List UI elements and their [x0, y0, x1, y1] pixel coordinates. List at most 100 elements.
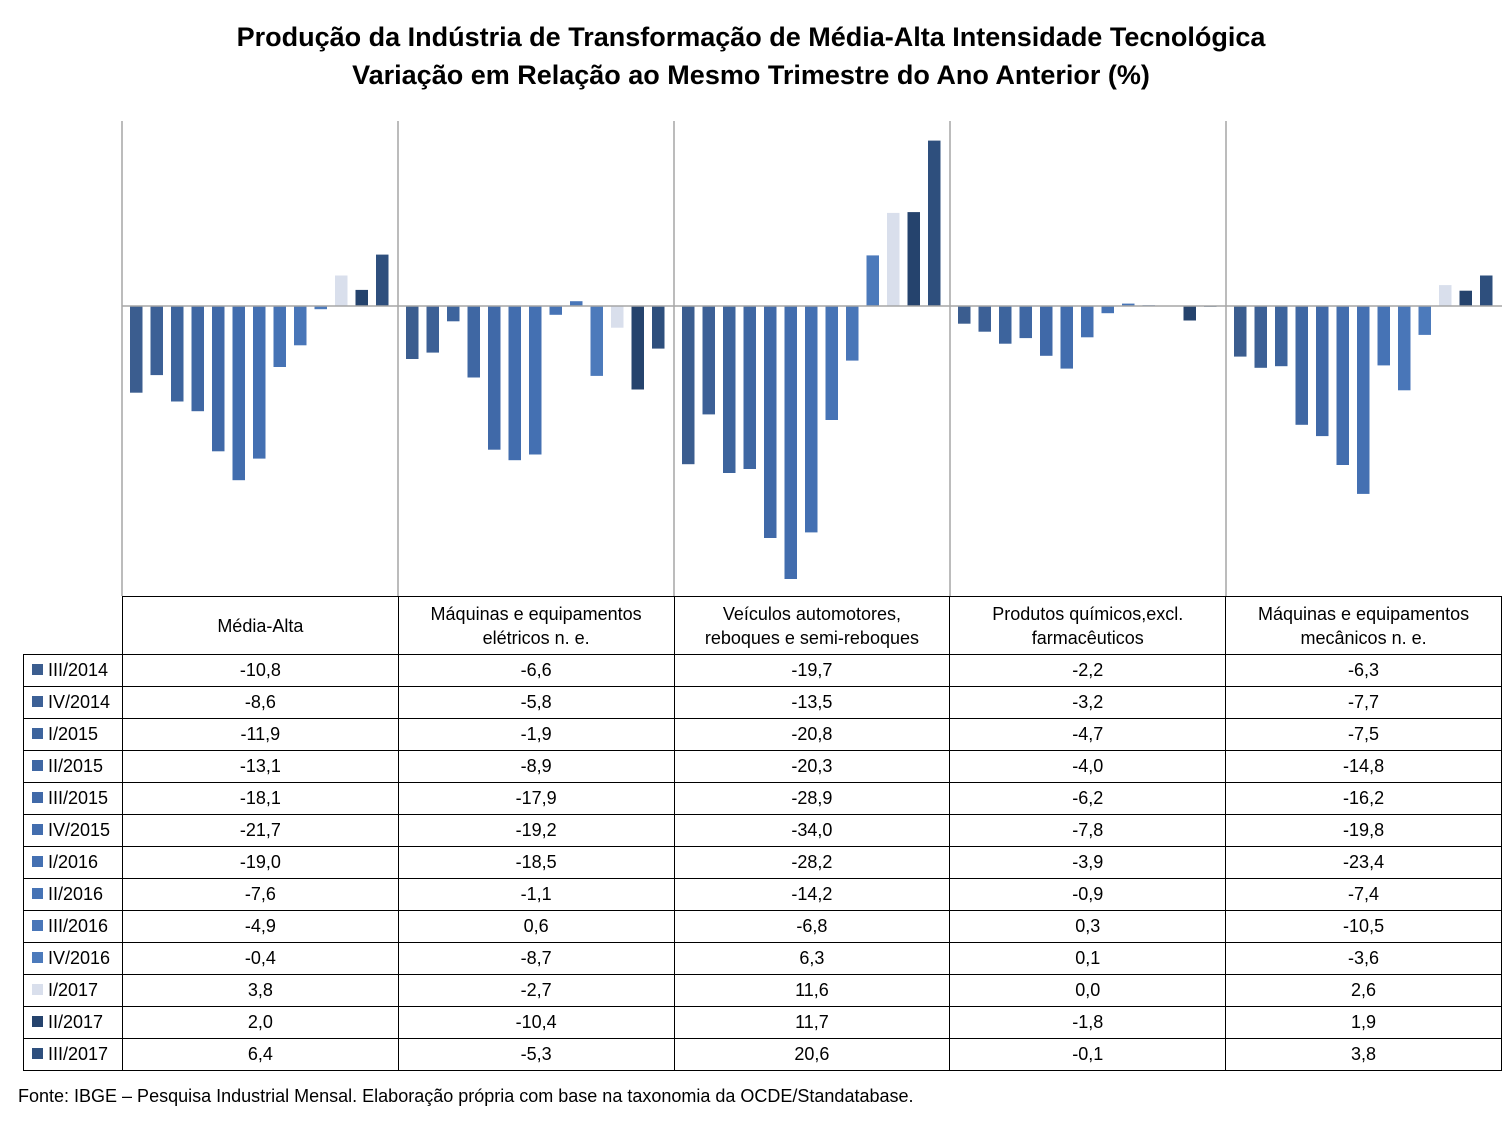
data-label: 11,7 — [673, 1006, 951, 1039]
legend-swatch — [32, 727, 43, 739]
legend-label: III/2015 — [48, 788, 109, 808]
data-label: -6,6 — [397, 654, 675, 687]
data-label: -7,8 — [949, 814, 1227, 847]
data-label: 2,0 — [121, 1006, 399, 1039]
table-row: II/2017 2,0 -10,4 11,7 -1,8 1,9 — [23, 1006, 1502, 1039]
bar-i-2015-cat-4 — [999, 306, 1012, 344]
data-label: -20,8 — [673, 718, 951, 751]
legend-swatch — [32, 919, 43, 931]
data-label: 0,6 — [397, 910, 675, 943]
bar-iii-2014-cat-2 — [406, 306, 419, 359]
data-label: -19,7 — [673, 654, 951, 687]
data-label: 1,9 — [1225, 1006, 1502, 1039]
data-label: 2,6 — [1225, 974, 1502, 1007]
legend-label: II/2016 — [48, 884, 104, 904]
bar-iii-2015-cat-1 — [212, 306, 225, 452]
bar-iv-2014-cat-2 — [426, 306, 439, 353]
legend-entry: IV/2014 — [23, 686, 123, 719]
bar-i-2017-cat-1 — [335, 275, 348, 306]
data-table: Média-Alta Máquinas e equipamentos elétric… — [23, 596, 1502, 1071]
data-label: -1,1 — [397, 878, 675, 911]
table-row: III/2016 -4,9 0,6 -6,8 0,3 -10,5 — [23, 910, 1502, 943]
data-label: -0,1 — [949, 1038, 1227, 1071]
legend-entry: III/2014 — [23, 654, 123, 687]
bar-iv-2015-cat-5 — [1336, 306, 1349, 465]
data-label: -5,8 — [397, 686, 675, 719]
data-label: -20,3 — [673, 750, 951, 783]
legend-label: IV/2016 — [48, 948, 111, 968]
category-header-line-2: elétricos n. e. — [482, 627, 590, 648]
bar-i-2016-cat-4 — [1081, 306, 1094, 338]
category-header-1: Média-Alta — [121, 596, 399, 655]
chart-title: Produção da Indústria de Transformação d… — [0, 18, 1502, 94]
category-header-line-1: Veículos automotores, — [722, 603, 901, 624]
legend-swatch — [32, 951, 43, 963]
bar-iv-2015-cat-4 — [1060, 306, 1073, 369]
data-label: -8,7 — [397, 942, 675, 975]
data-label: -19,2 — [397, 814, 675, 847]
bar-i-2017-cat-5 — [1439, 285, 1452, 306]
data-label: 6,4 — [121, 1038, 399, 1071]
bar-iii-2016-cat-2 — [570, 301, 583, 306]
legend-swatch — [32, 887, 43, 899]
data-label: 20,6 — [673, 1038, 951, 1071]
bar-iii-2014-cat-4 — [958, 306, 971, 324]
legend-swatch — [32, 759, 43, 771]
bar-ii-2015-cat-5 — [1295, 306, 1308, 425]
data-label: -7,4 — [1225, 878, 1502, 911]
legend-swatch — [32, 695, 43, 707]
data-label: -8,6 — [121, 686, 399, 719]
legend-label: II/2017 — [48, 1012, 104, 1032]
data-label: -6,2 — [949, 782, 1227, 815]
data-label: -23,4 — [1225, 846, 1502, 879]
data-label: -13,5 — [673, 686, 951, 719]
legend-label: IV/2015 — [48, 820, 111, 840]
bar-iii-2017-cat-5 — [1480, 275, 1493, 306]
legend-entry: IV/2015 — [23, 814, 123, 847]
data-label: -34,0 — [673, 814, 951, 847]
bar-iv-2015-cat-2 — [508, 306, 521, 461]
data-label: -1,8 — [949, 1006, 1227, 1039]
data-label: -28,2 — [673, 846, 951, 879]
bar-iii-2017-cat-1 — [376, 254, 389, 306]
data-label: 0,0 — [949, 974, 1227, 1007]
data-label: -4,0 — [949, 750, 1227, 783]
bar-i-2016-cat-2 — [529, 306, 542, 455]
bar-iii-2017-cat-3 — [928, 140, 941, 306]
bar-chart-plot — [121, 121, 1502, 596]
legend-entry: I/2017 — [23, 974, 123, 1007]
bar-ii-2017-cat-1 — [355, 289, 368, 306]
category-header-line-2: farmacêuticos — [1031, 627, 1144, 648]
legend-swatch — [32, 855, 43, 867]
table-row: IV/2016 -0,4 -8,7 6,3 0,1 -3,6 — [23, 942, 1502, 975]
bar-i-2016-cat-3 — [805, 306, 818, 533]
category-header-4: Produtos químicos,excl. farmacêuticos — [949, 596, 1227, 655]
table-row: IV/2015 -21,7 -19,2 -34,0 -7,8 -19,8 — [23, 814, 1502, 847]
legend-label: III/2014 — [48, 660, 109, 680]
bar-iii-2015-cat-2 — [488, 306, 501, 450]
bar-i-2016-cat-1 — [253, 306, 266, 459]
category-header-line-2: mecânicos n. e. — [1300, 627, 1427, 648]
legend-swatch — [32, 791, 43, 803]
data-label: -10,4 — [397, 1006, 675, 1039]
legend-entry: II/2016 — [23, 878, 123, 911]
data-label: -7,7 — [1225, 686, 1502, 719]
data-label: -0,9 — [949, 878, 1227, 911]
data-label: -18,1 — [121, 782, 399, 815]
bar-iv-2016-cat-3 — [866, 255, 879, 306]
data-label: -8,9 — [397, 750, 675, 783]
bar-iv-2015-cat-3 — [784, 306, 797, 579]
category-header-line-1: Média-Alta — [217, 615, 304, 636]
bar-ii-2017-cat-3 — [907, 212, 920, 306]
data-label: -3,2 — [949, 686, 1227, 719]
table-row: II/2015 -13,1 -8,9 -20,3 -4,0 -14,8 — [23, 750, 1502, 783]
legend-entry: III/2015 — [23, 782, 123, 815]
bar-ii-2016-cat-4 — [1101, 306, 1114, 314]
legend-label: IV/2014 — [48, 692, 111, 712]
chart-title-line-2: Variação em Relação ao Mesmo Trimestre d… — [352, 60, 1150, 90]
bar-iv-2016-cat-2 — [590, 306, 603, 376]
bar-iii-2014-cat-5 — [1234, 306, 1247, 357]
bar-i-2015-cat-2 — [447, 306, 460, 322]
data-label: 3,8 — [121, 974, 399, 1007]
bar-iv-2014-cat-3 — [702, 306, 715, 415]
